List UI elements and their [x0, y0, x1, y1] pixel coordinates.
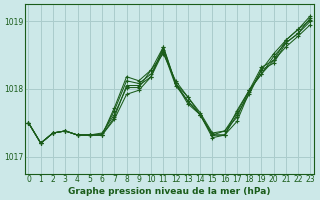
- X-axis label: Graphe pression niveau de la mer (hPa): Graphe pression niveau de la mer (hPa): [68, 187, 271, 196]
